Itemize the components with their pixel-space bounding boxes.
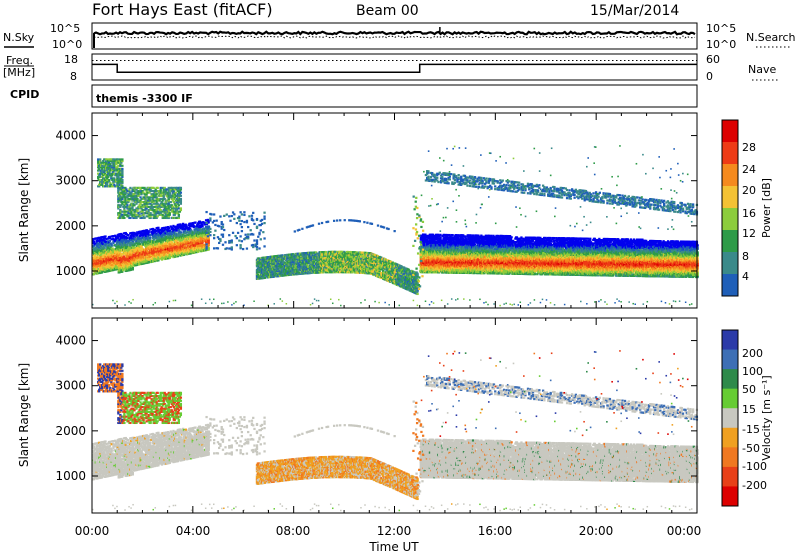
power-cb-tick-1: 8 [742, 250, 749, 263]
xtick-label-2: 08:00 [276, 524, 311, 538]
xtick-label-4: 16:00 [478, 524, 513, 538]
power-cb-tick-6: 28 [742, 141, 756, 154]
radar-figure: Fort Hays East (fitACF) Beam 00 15/Mar/2… [0, 0, 800, 554]
xtick-label-0: 00:00 [75, 524, 110, 538]
velocity-cb-tick-2: 50 [742, 383, 756, 396]
power-ytick-4000: 4000 [55, 129, 86, 143]
nsky-label: N.Sky [3, 31, 35, 44]
power-ytick-1000: 1000 [55, 264, 86, 278]
velocity-cb-tick-5: -50 [742, 442, 760, 455]
power-cb-tick-2: 12 [742, 227, 756, 240]
power-cb-tick-5: 24 [742, 163, 756, 176]
freq-tick-bottom: 8 [70, 70, 77, 83]
power-colorbar: 4 8 12 16 20 24 28 Power [dB] [722, 120, 773, 297]
velocity-colorbar: 200 100 50 15 -15 -50 -100 -200 Velocity… [722, 330, 773, 507]
power-cb-tick-4: 20 [742, 184, 756, 197]
nave-tick-top: 60 [706, 53, 720, 66]
power-ytick-2000: 2000 [55, 219, 86, 233]
velocity-cb-tick-7: -200 [742, 479, 767, 492]
power-cb-tick-0: 4 [742, 270, 749, 283]
nave-tick-bottom: 0 [706, 70, 713, 83]
velocity-cb-tick-3: 15 [742, 403, 756, 416]
power-cb-tick-3: 16 [742, 207, 756, 220]
xtick-label-3: 12:00 [377, 524, 412, 538]
power-cb-label: Power [dB] [760, 178, 773, 238]
x-axis-label: Time UT [368, 540, 419, 554]
velocity-y-axis-label: Slant Range [km] [17, 363, 31, 467]
power-y-axis-label: Slant Range [km] [17, 158, 31, 262]
nsky-panel: N.Sky 10^5 10^0 10^5 10^0 N.Search [3, 22, 796, 51]
velocity-cb-tick-0: 200 [742, 347, 763, 360]
xtick-label-6: 00:00 [667, 524, 702, 538]
nsearch-tick-bottom: 10^0 [706, 38, 736, 51]
beam-label: Beam 00 [356, 3, 419, 19]
nsearch-label: N.Search [746, 31, 796, 44]
figure-title: Fort Hays East (fitACF) [92, 0, 273, 19]
cpid-panel: CPID themis -3300 IF [10, 85, 697, 107]
velocity-ytick-3000: 3000 [55, 379, 86, 393]
power-panel: 1000 2000 3000 4000 Slant Range [km] [17, 113, 699, 308]
cpid-label: CPID [10, 88, 39, 101]
nave-label: Nave [748, 63, 776, 76]
xtick-label-1: 04:00 [176, 524, 211, 538]
velocity-cb-tick-6: -100 [742, 460, 767, 473]
velocity-cb-tick-4: -15 [742, 423, 760, 436]
nsearch-tick-top: 10^5 [706, 22, 736, 35]
nsky-tick-top: 10^5 [50, 22, 80, 35]
velocity-ytick-1000: 1000 [55, 469, 86, 483]
date-label: 15/Mar/2014 [590, 3, 679, 19]
velocity-panel: 1000 2000 3000 4000 Slant Range [km] [17, 318, 699, 513]
power-ytick-3000: 3000 [55, 174, 86, 188]
xtick-label-5: 20:00 [579, 524, 614, 538]
freq-panel: Freq. [MHz] 18 8 60 0 Nave [3, 53, 780, 83]
velocity-cb-label: Velocity [m s⁻¹] [760, 375, 773, 460]
velocity-ytick-2000: 2000 [55, 424, 86, 438]
freq-label-2: [MHz] [3, 66, 35, 79]
cpid-program: themis -3300 IF [96, 92, 193, 105]
velocity-ytick-4000: 4000 [55, 334, 86, 348]
nsky-tick-bottom: 10^0 [52, 38, 82, 51]
freq-tick-top: 18 [64, 53, 78, 66]
